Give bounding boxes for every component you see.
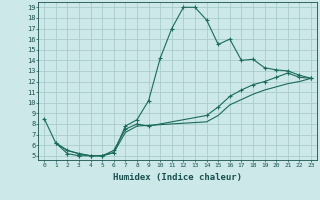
- X-axis label: Humidex (Indice chaleur): Humidex (Indice chaleur): [113, 173, 242, 182]
